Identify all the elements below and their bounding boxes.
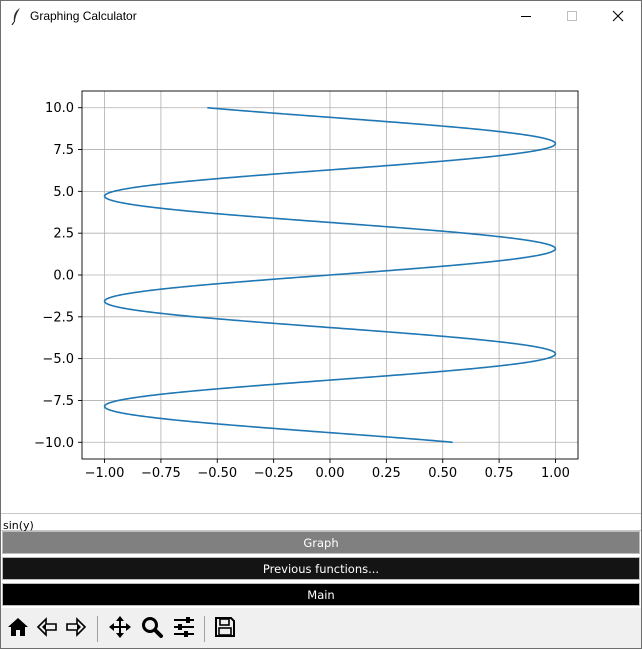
- pan-button[interactable]: [107, 616, 133, 642]
- forward-button[interactable]: [63, 616, 89, 642]
- main-button[interactable]: Main: [2, 583, 640, 606]
- x-tick-label: −0.25: [254, 466, 294, 481]
- x-tick-label: 0.00: [316, 466, 345, 481]
- x-tick-label: −0.75: [141, 466, 181, 481]
- toolbar-separator: [97, 616, 98, 642]
- close-button[interactable]: [595, 1, 641, 31]
- zoom-icon: [140, 615, 164, 643]
- y-tick-label: 7.5: [53, 143, 74, 158]
- chart-svg: −1.00 −0.75 −0.50 −0.25 0.00 0.25 0.50 0.75 1.00…: [34, 90, 579, 481]
- home-button[interactable]: [5, 616, 31, 642]
- y-tick-label: 5.0: [53, 185, 74, 200]
- close-icon: [612, 10, 624, 22]
- maximize-button[interactable]: [549, 1, 595, 31]
- series-line: [103, 106, 557, 444]
- y-tick-label: −10.0: [34, 436, 74, 451]
- x-tick-label: 0.75: [485, 466, 514, 481]
- zoom-button[interactable]: [139, 616, 165, 642]
- back-icon: [35, 615, 59, 643]
- previous-functions-button[interactable]: Previous functions...: [2, 557, 640, 580]
- y-tick-label: −7.5: [42, 394, 74, 409]
- y-tick-label: 0.0: [53, 269, 74, 284]
- configure-subplots-button[interactable]: [171, 616, 197, 642]
- forward-icon: [64, 615, 88, 643]
- save-icon: [213, 615, 237, 643]
- configure-subplots-icon: [172, 615, 196, 643]
- home-icon: [6, 615, 30, 643]
- plot-canvas[interactable]: −1.00 −0.75 −0.50 −0.25 0.00 0.25 0.50 0.75 1.00…: [1, 31, 641, 511]
- window-title: Graphing Calculator: [30, 9, 137, 23]
- y-tick-label: 10.0: [45, 101, 74, 116]
- toolbar-separator: [204, 616, 205, 642]
- back-button[interactable]: [34, 616, 60, 642]
- y-tick-label: −2.5: [42, 310, 74, 325]
- x-tick-label: 1.00: [541, 466, 570, 481]
- maximize-icon: [566, 10, 578, 22]
- x-tick-label: −0.50: [197, 466, 237, 481]
- function-input-field[interactable]: [1, 513, 641, 534]
- x-tick-label: 0.50: [428, 466, 457, 481]
- minimize-button[interactable]: [503, 1, 549, 31]
- function-input[interactable]: [1, 517, 635, 534]
- feather-icon: [9, 7, 25, 26]
- minimize-icon: [520, 10, 532, 22]
- y-tick-label: 2.5: [53, 227, 74, 242]
- x-tick-label: 0.25: [372, 466, 401, 481]
- y-tick-label: −5.0: [42, 352, 74, 367]
- pan-icon: [108, 615, 132, 643]
- title-bar[interactable]: Graphing Calculator: [1, 1, 641, 31]
- navigation-toolbar: [1, 608, 641, 648]
- x-tick-label: −1.00: [85, 466, 125, 481]
- save-button[interactable]: [212, 616, 238, 642]
- graph-button[interactable]: Graph: [2, 531, 640, 554]
